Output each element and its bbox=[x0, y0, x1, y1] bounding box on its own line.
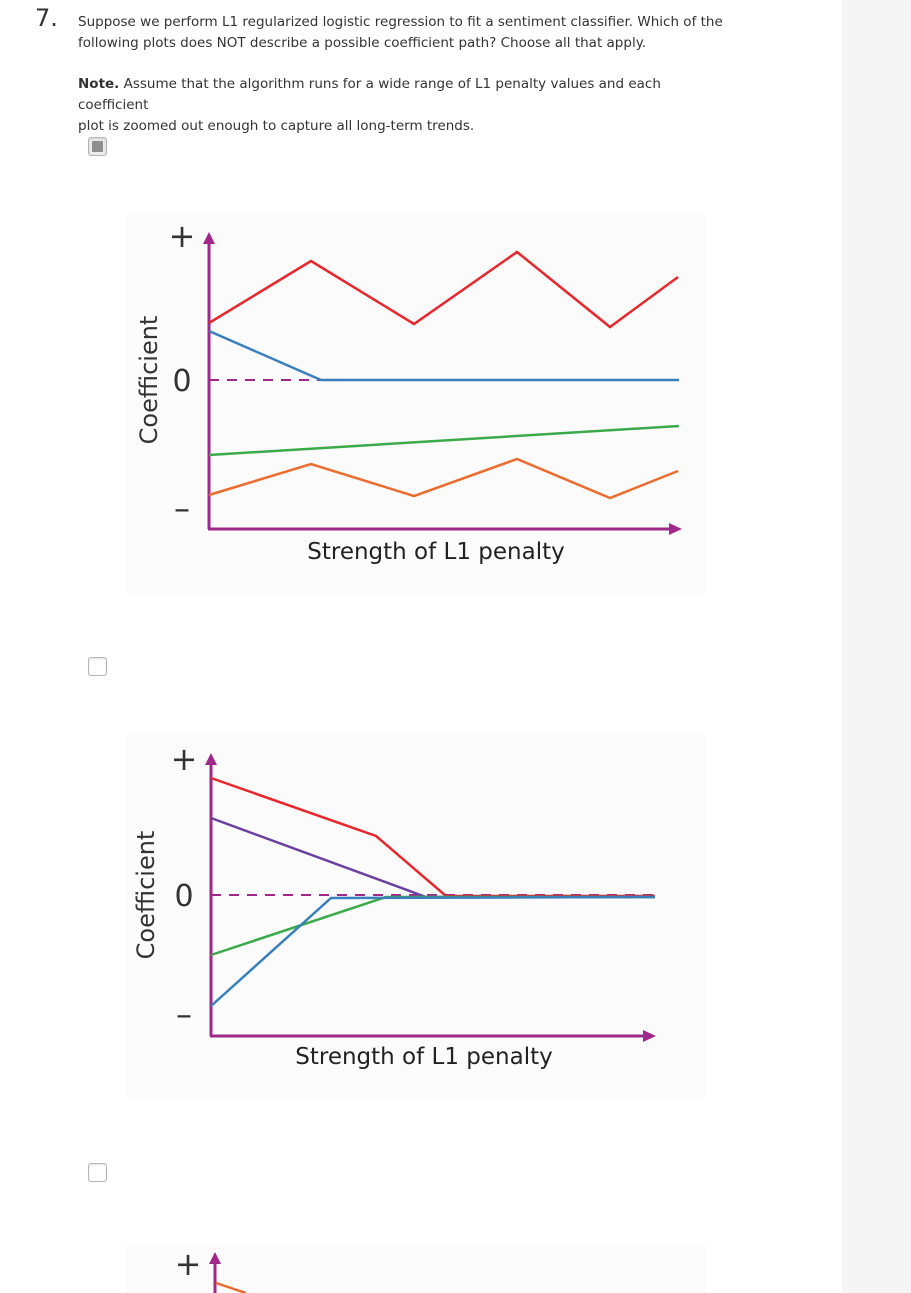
plot-1-minus-label: – bbox=[174, 489, 190, 527]
question-text-line-1: Suppose we perform L1 regularized logist… bbox=[78, 14, 723, 30]
option-2-checkbox[interactable] bbox=[88, 657, 107, 676]
right-sidebar bbox=[842, 0, 911, 1293]
plot-1-ylabel: Coefficient bbox=[135, 316, 163, 445]
plot-1-red-path bbox=[208, 250, 679, 329]
plot-1-background bbox=[126, 214, 706, 594]
plot-2-x-axis-arrow bbox=[643, 1030, 656, 1042]
plot-2-blue-path bbox=[210, 895, 656, 1007]
question-text: Suppose we perform L1 regularized logist… bbox=[78, 12, 728, 54]
plot-2-y-axis-arrow bbox=[205, 753, 217, 765]
note-line-2: plot is zoomed out enough to capture all… bbox=[78, 118, 475, 134]
option-2-plot: + 0 – Coefficient Strength of L1 penalty bbox=[126, 734, 706, 1098]
note-label: Note. bbox=[78, 76, 120, 92]
plot-2-xlabel: Strength of L1 penalty bbox=[295, 1044, 552, 1070]
option-3-plot: + bbox=[126, 1244, 706, 1293]
plot-3-y-axis-arrow bbox=[209, 1252, 221, 1264]
question-text-line-2: following plots does NOT describe a poss… bbox=[78, 35, 647, 51]
plot-1-plus-label: + bbox=[169, 217, 196, 255]
plot-2-ylabel: Coefficient bbox=[132, 831, 160, 960]
plot-3-background bbox=[126, 1244, 706, 1293]
question-note: Note. Assume that the algorithm runs for… bbox=[78, 74, 728, 137]
option-1-checkbox[interactable] bbox=[88, 137, 107, 156]
plot-2-plus-label: + bbox=[171, 740, 198, 778]
note-line-1: Note. Assume that the algorithm runs for… bbox=[78, 74, 728, 116]
note-line-1-text: Assume that the algorithm runs for a wid… bbox=[78, 76, 661, 113]
plot-3-orange-path bbox=[215, 1281, 247, 1293]
option-3-checkbox[interactable] bbox=[88, 1163, 107, 1182]
plot-1-blue-path bbox=[208, 329, 679, 382]
question-number: 7. bbox=[35, 4, 58, 32]
plot-1-xlabel: Strength of L1 penalty bbox=[307, 539, 564, 565]
plot-1-y-axis-arrow bbox=[203, 232, 215, 244]
plot-1-zero-label: 0 bbox=[172, 364, 191, 399]
plot-2-zero-label: 0 bbox=[174, 879, 193, 914]
plot-1-green-path bbox=[208, 424, 680, 457]
plot-2-minus-label: – bbox=[176, 995, 192, 1033]
option-1-plot: + 0 – Coefficient Strength of L1 penalty bbox=[126, 214, 706, 594]
plot-3-plus-label: + bbox=[175, 1245, 202, 1283]
plot-1-orange-path bbox=[208, 457, 679, 500]
plot-1-x-axis-arrow bbox=[669, 523, 682, 535]
